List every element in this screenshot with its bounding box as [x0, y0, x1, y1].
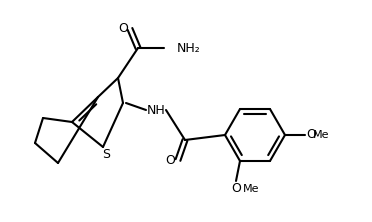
Text: Me: Me: [243, 184, 260, 194]
Text: S: S: [102, 149, 110, 161]
Text: O: O: [165, 153, 175, 166]
Text: O: O: [231, 182, 241, 196]
Text: O: O: [306, 129, 316, 141]
Text: O: O: [118, 22, 128, 36]
Text: Me: Me: [313, 130, 330, 140]
Text: NH₂: NH₂: [177, 42, 201, 54]
Text: NH: NH: [147, 103, 166, 117]
